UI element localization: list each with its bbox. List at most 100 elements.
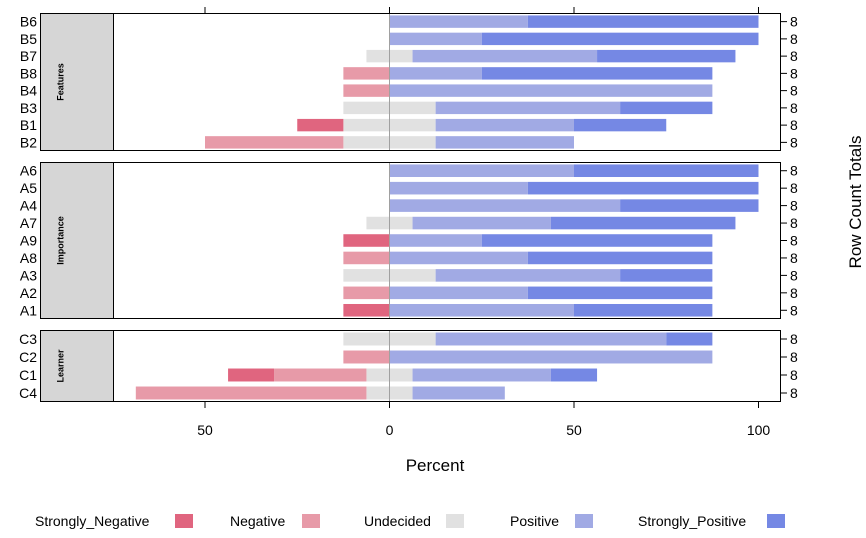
row-total: 8 [790, 250, 798, 266]
bar-C1-undecided [389, 368, 413, 382]
bar-A3-undecided [343, 269, 390, 282]
bar-A8-strongly-positive [527, 251, 713, 265]
bar-B7-undecided [389, 49, 413, 63]
bar-B8-strongly-positive [481, 67, 713, 80]
x-axis-label: Percent [406, 456, 465, 475]
bar-B1-strongly-negative [297, 118, 344, 132]
bar-B1-strongly-positive [574, 118, 667, 132]
row-total: 8 [790, 134, 798, 150]
strip-bg [40, 162, 113, 319]
row-total: 8 [790, 267, 798, 283]
bar-A7-undecided [389, 216, 413, 230]
bar-B2-undecided [389, 136, 436, 149]
row-label: A8 [20, 250, 37, 266]
bar-B7-strongly-positive [597, 49, 736, 63]
bar-A2-positive [389, 286, 528, 300]
bar-C3-undecided [343, 332, 390, 346]
bar-B2-positive [435, 136, 574, 149]
bar-A1-strongly-positive [574, 303, 713, 317]
panel-features: B6 8 B5 8 B7 8 B8 8 B4 8 B3 8 B1 8 B2 8 Features [20, 13, 798, 151]
bar-C1-positive [412, 368, 551, 382]
row-label: C4 [19, 385, 37, 401]
bar-C3-undecided [389, 332, 436, 346]
row-total: 8 [790, 367, 798, 383]
bar-B6-positive [389, 15, 528, 28]
bar-B3-strongly-positive [620, 101, 713, 115]
bar-B8-positive [389, 67, 482, 80]
row-label: B1 [20, 117, 37, 133]
row-total: 8 [790, 180, 798, 196]
bar-A9-strongly-negative [343, 234, 390, 247]
strip-label: Features [56, 63, 66, 101]
bar-A7-strongly-positive [550, 216, 736, 230]
bar-C4-undecided [389, 386, 413, 400]
row-total: 8 [790, 331, 798, 347]
bar-C4-undecided [366, 386, 390, 400]
bar-B2-negative [205, 136, 344, 149]
bar-C4-positive [412, 386, 505, 400]
row-total: 8 [790, 14, 798, 30]
bar-C3-positive [435, 332, 667, 346]
top-ticks [204, 7, 759, 13]
bar-A5-strongly-positive [527, 181, 759, 195]
bar-A8-positive [389, 251, 528, 265]
bar-B5-positive [389, 32, 482, 46]
bar-A6-strongly-positive [574, 164, 759, 178]
row-count-totals-label: Row Count Totals [846, 136, 865, 269]
row-label: B2 [20, 134, 37, 150]
row-label: B7 [20, 48, 37, 64]
row-total: 8 [790, 163, 798, 179]
bar-A9-positive [389, 234, 482, 247]
x-tick-label: 100 [747, 422, 771, 438]
row-label: A9 [20, 233, 37, 249]
bar-B4-positive [389, 84, 713, 97]
row-total: 8 [790, 385, 798, 401]
bar-A1-positive [389, 303, 574, 317]
row-total: 8 [790, 349, 798, 365]
strip-label: Learner [56, 349, 66, 383]
bar-B4-negative [343, 84, 390, 97]
bar-B5-strongly-positive [481, 32, 759, 46]
legend-label: Undecided [364, 513, 431, 529]
bar-A2-strongly-positive [527, 286, 713, 300]
panel-learner: C3 8 C2 8 C1 8 C4 8 Learner [19, 330, 798, 402]
row-total: 8 [790, 302, 798, 318]
x-tick-label: 50 [197, 422, 213, 438]
row-label: A5 [20, 180, 37, 196]
strip-bg [40, 330, 113, 402]
row-total: 8 [790, 233, 798, 249]
bar-A4-positive [389, 199, 621, 212]
bar-B7-positive [412, 49, 598, 63]
legend-label: Strongly_Positive [638, 513, 746, 529]
legend-label: Positive [510, 513, 559, 529]
bar-A9-strongly-positive [481, 234, 713, 247]
bar-A5-positive [389, 181, 528, 195]
row-total: 8 [790, 285, 798, 301]
bar-A3-undecided [389, 269, 436, 282]
bar-A7-positive [412, 216, 551, 230]
bar-A1-strongly-negative [343, 303, 390, 317]
bar-A2-negative [343, 286, 390, 300]
panel-importance: A6 8 A5 8 A4 8 A7 8 A9 8 A8 8 A3 8 A2 8 A1 8 Importance [20, 162, 798, 319]
row-label: C1 [19, 367, 37, 383]
row-label: A2 [20, 285, 37, 301]
row-label: B5 [20, 31, 37, 47]
bar-C3-strongly-positive [666, 332, 713, 346]
row-label: C3 [19, 331, 37, 347]
bar-B7-undecided [366, 49, 390, 63]
row-label: C2 [19, 349, 37, 365]
legend-swatch [302, 514, 320, 528]
legend-label: Strongly_Negative [35, 513, 150, 529]
row-label: B4 [20, 83, 37, 99]
bar-C1-strongly-negative [228, 368, 275, 382]
bar-B3-positive [435, 101, 621, 115]
legend-swatch [175, 514, 193, 528]
bar-A6-positive [389, 164, 574, 178]
bar-C1-strongly-positive [550, 368, 598, 382]
row-label: A6 [20, 163, 37, 179]
bar-C1-negative [274, 368, 367, 382]
row-total: 8 [790, 31, 798, 47]
bar-C2-positive [389, 350, 713, 364]
bar-B1-undecided [343, 118, 390, 132]
